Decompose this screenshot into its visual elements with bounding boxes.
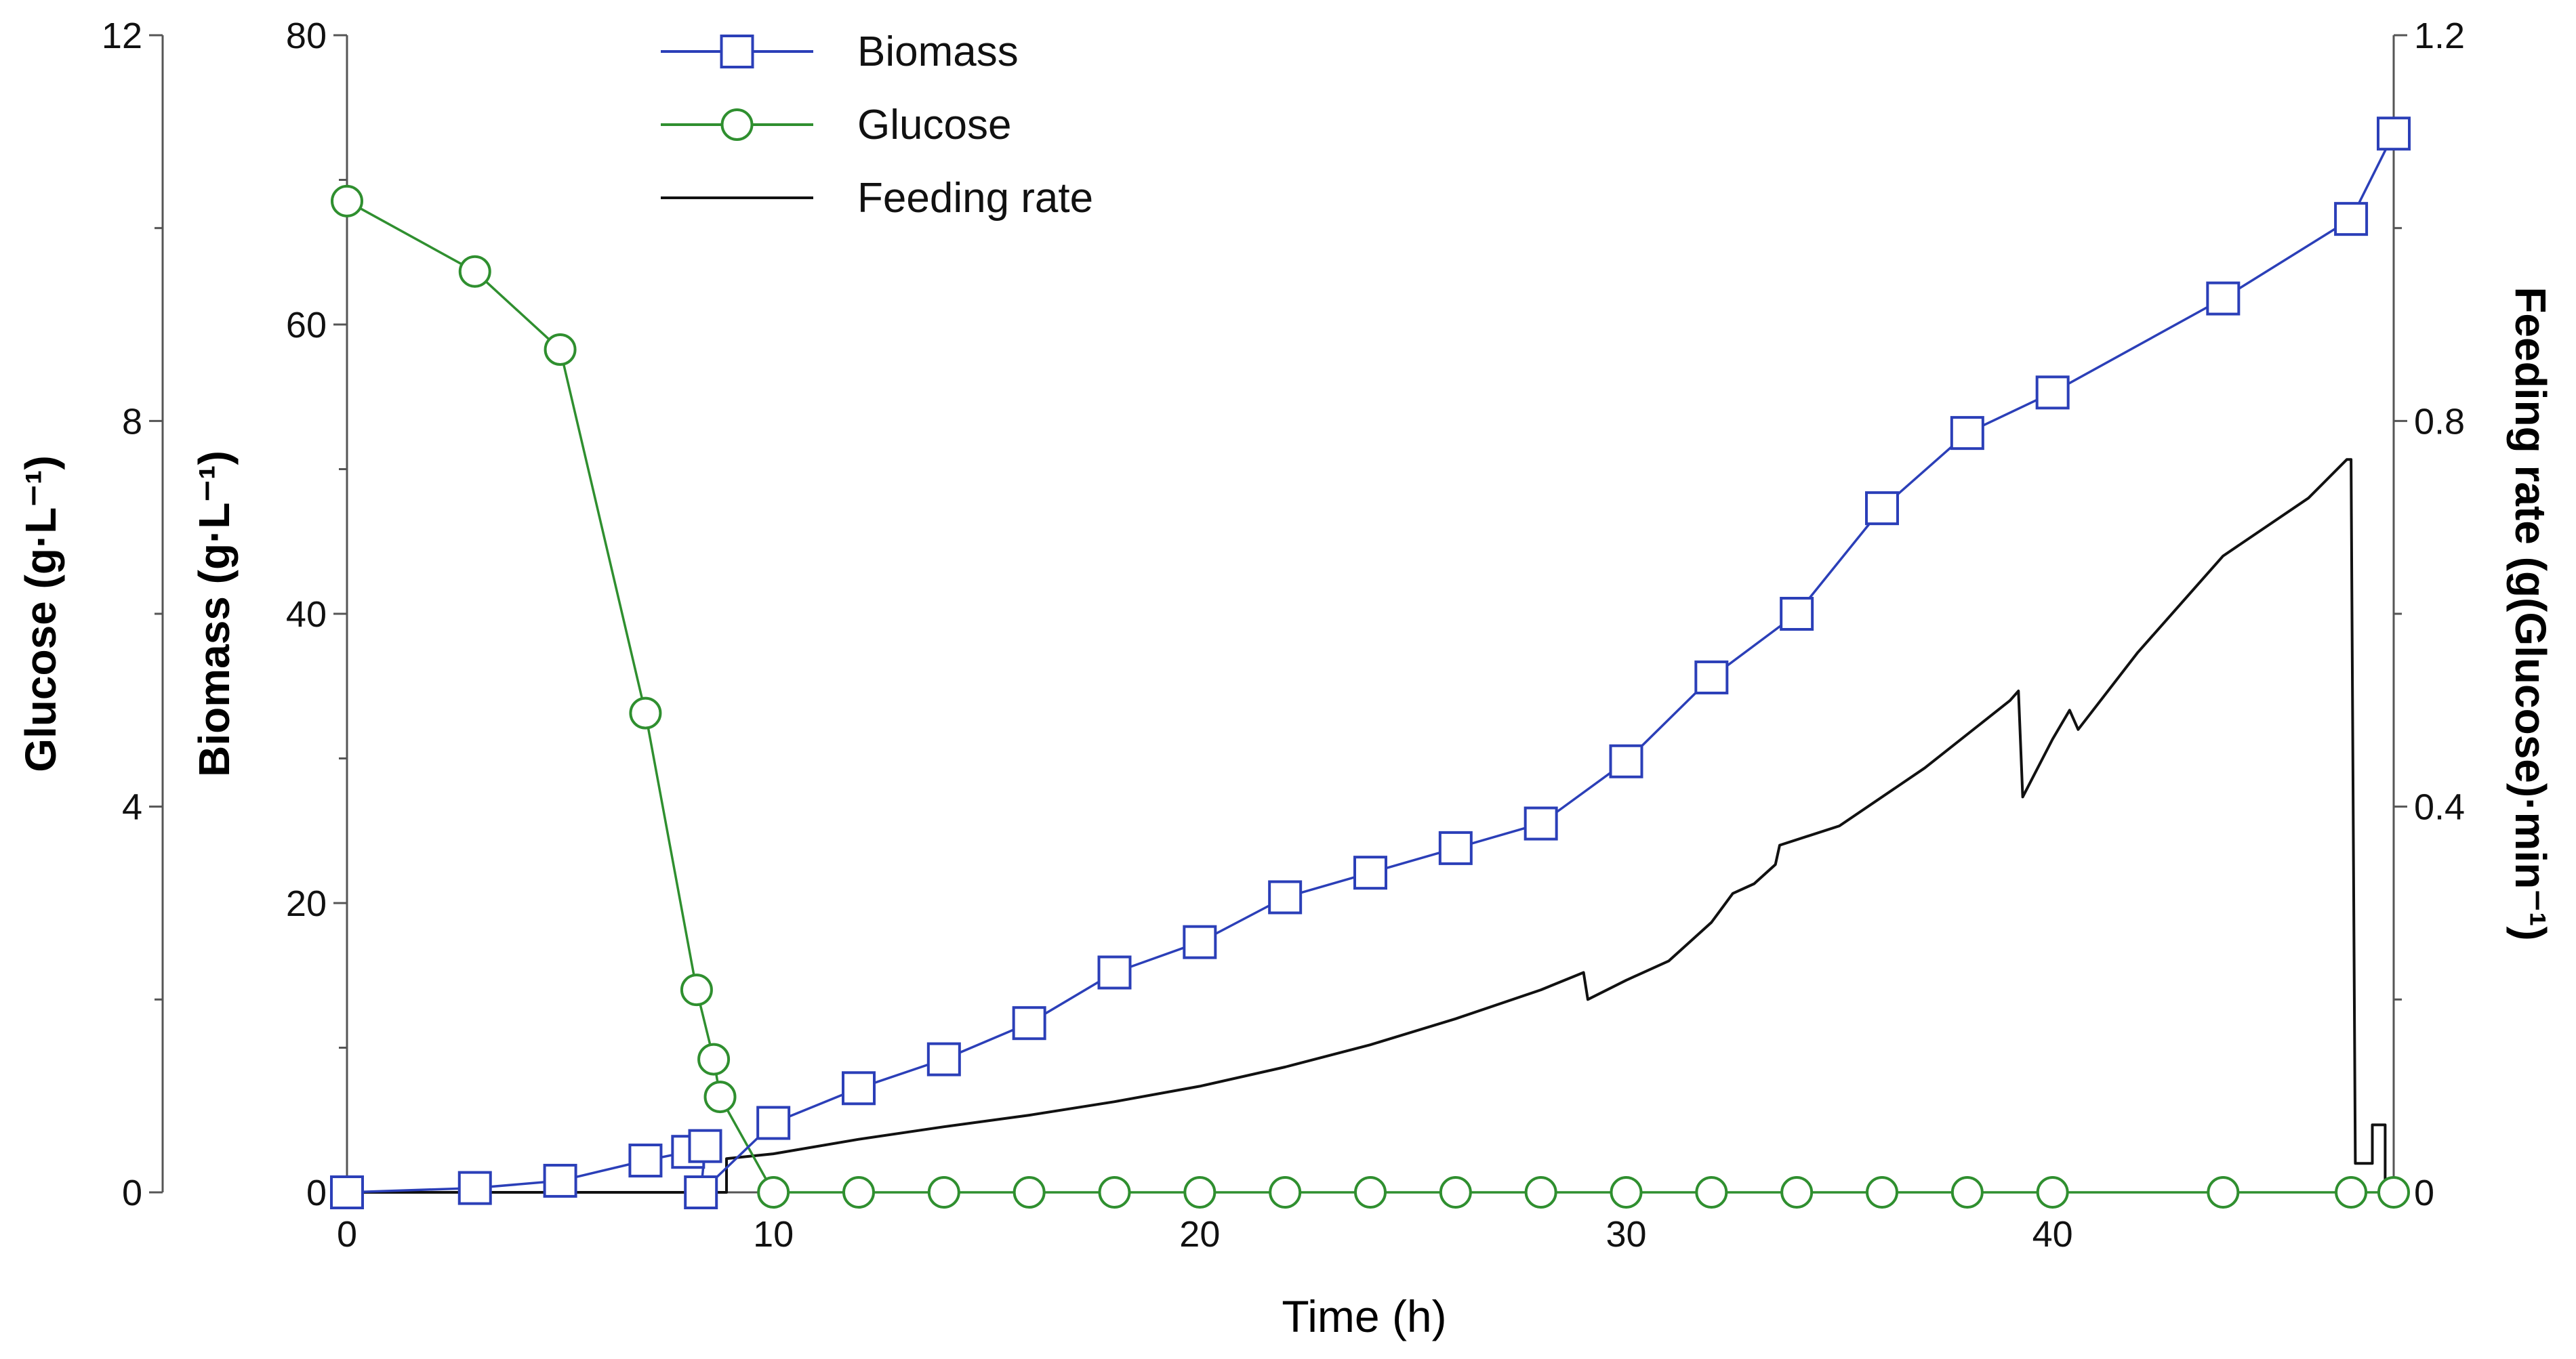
feeding-axis-tick-label: 0.8 xyxy=(2414,401,2465,442)
biomass-axis-tick-label: 80 xyxy=(286,16,327,56)
biomass-point xyxy=(1780,597,1814,631)
legend-label: Glucose xyxy=(857,102,1011,148)
x-axis-title: Time (h) xyxy=(1282,1291,1446,1341)
biomass-point xyxy=(1183,925,1217,959)
glucose-point xyxy=(757,1176,790,1209)
glucose-point xyxy=(2377,1176,2410,1209)
x-tick-label: 40 xyxy=(2032,1214,2073,1255)
series-line-biomass xyxy=(346,133,2395,1194)
biomass-point xyxy=(1012,1006,1046,1041)
glucose-point xyxy=(1524,1176,1557,1209)
biomass-point xyxy=(1438,831,1473,865)
glucose-point xyxy=(1269,1176,1302,1209)
biomass-axis-tick-label: 20 xyxy=(286,883,327,924)
biomass-point xyxy=(926,1042,961,1076)
biomass-point xyxy=(1097,955,1132,990)
glucose-point xyxy=(703,1081,737,1114)
series-feeding-rate xyxy=(347,458,2394,1194)
biomass-point xyxy=(684,1175,718,1209)
biomass-axis-tick-label: 40 xyxy=(286,594,327,635)
glucose-point xyxy=(1354,1176,1387,1209)
biomass-point xyxy=(756,1106,791,1140)
biomass-point xyxy=(543,1163,577,1198)
glucose-point xyxy=(1866,1176,1898,1209)
glucose-axis-tick-label: 4 xyxy=(122,787,142,828)
legend-label: Feeding rate xyxy=(857,175,1093,222)
x-tick-label: 0 xyxy=(337,1214,357,1255)
glucose-point xyxy=(629,696,662,730)
glucose-point xyxy=(2207,1176,2240,1209)
glucose-point xyxy=(1610,1176,1643,1209)
biomass-point xyxy=(1694,660,1729,694)
series xyxy=(330,117,2411,1209)
glucose-point xyxy=(697,1043,731,1076)
glucose-axis-tick-label: 0 xyxy=(122,1173,142,1213)
series-glucose xyxy=(331,184,2410,1209)
glucose-point xyxy=(1013,1176,1046,1209)
biomass-point xyxy=(1524,806,1558,841)
legend-label: Biomass xyxy=(857,28,1019,75)
legend-item-feeding-rate: Feeding rate xyxy=(661,175,1093,222)
ticks: 0 10 20 30 40 0 20 40 60 80 0 4 8 12 0 0.4 0.8 1.2 xyxy=(102,16,2465,1255)
biomass-point xyxy=(2206,281,2241,316)
biomass-point xyxy=(1268,880,1303,915)
glucose-point xyxy=(927,1176,960,1209)
biomass-point xyxy=(2334,202,2369,236)
biomass-point xyxy=(330,1175,364,1209)
biomass-point xyxy=(1950,416,1984,451)
glucose-point xyxy=(1439,1176,1472,1209)
biomass-point xyxy=(2377,117,2411,151)
biomass-point xyxy=(628,1144,663,1178)
biomass-point xyxy=(457,1171,492,1205)
glucose-point xyxy=(1695,1176,1728,1209)
glucose-point xyxy=(544,333,577,367)
legend-item-glucose: Glucose xyxy=(661,102,1011,148)
feeding-axis-tick-label: 1.2 xyxy=(2414,16,2465,56)
glucose-point xyxy=(2036,1176,2069,1209)
biomass-point xyxy=(1609,744,1643,778)
glucose-axis-tick-label: 8 xyxy=(122,401,142,442)
biomass-point xyxy=(688,1129,722,1163)
series-line-feeding-rate xyxy=(347,458,2394,1194)
biomass-point xyxy=(1353,856,1387,890)
glucose-point xyxy=(1183,1176,1217,1209)
glucose-axis-title: Glucose (g·L⁻¹) xyxy=(16,455,65,772)
glucose-point xyxy=(1780,1176,1814,1209)
glucose-point xyxy=(1098,1176,1131,1209)
legend-marker xyxy=(720,108,754,141)
x-tick-label: 10 xyxy=(753,1214,794,1255)
biomass-point xyxy=(1865,491,1899,526)
feeding-axis-tick-label: 0.4 xyxy=(2414,787,2465,828)
biomass-axis-tick-label: 60 xyxy=(286,305,327,346)
glucose-point xyxy=(680,974,713,1007)
glucose-point xyxy=(458,255,491,288)
glucose-point xyxy=(331,184,363,217)
feeding-axis-tick-label: 0 xyxy=(2414,1173,2434,1213)
biomass-axis-tick-label: 0 xyxy=(306,1173,327,1213)
glucose-axis-tick-label: 12 xyxy=(102,16,142,56)
axes xyxy=(161,35,2395,1194)
legend-marker xyxy=(720,35,754,68)
x-tick-label: 20 xyxy=(1179,1214,1220,1255)
series-biomass xyxy=(330,117,2411,1209)
biomass-point xyxy=(842,1071,876,1106)
glucose-point xyxy=(842,1176,875,1209)
legend: Biomass Glucose Feeding rate xyxy=(661,28,1093,222)
glucose-point xyxy=(2335,1176,2368,1209)
biomass-axis-title: Biomass (g·L⁻¹) xyxy=(190,451,239,777)
legend-item-biomass: Biomass xyxy=(661,28,1019,75)
glucose-point xyxy=(1950,1176,1984,1209)
feeding-axis-title: Feeding rate (g(Glucose)·min⁻¹) xyxy=(2506,287,2555,940)
biomass-point xyxy=(2035,375,2070,410)
x-tick-label: 30 xyxy=(1606,1214,1646,1255)
